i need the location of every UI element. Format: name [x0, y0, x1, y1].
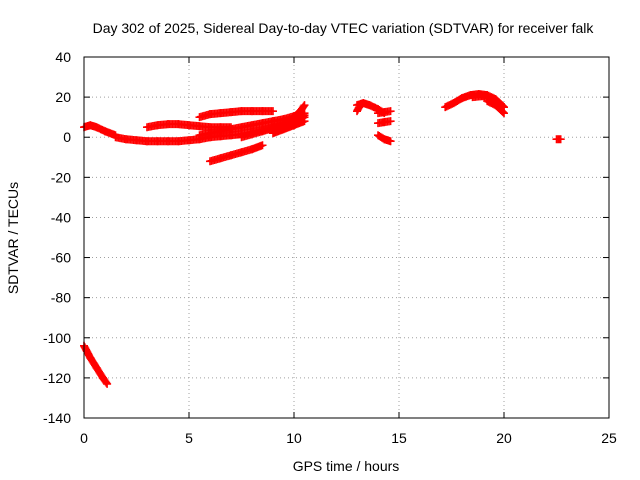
data-point [269, 107, 277, 116]
axes: 40 20 0 -20 -40 -60 -80 -100 -120 -140 0 5 10 15 20 25 [43, 49, 617, 446]
x-tick-label: 0 [80, 430, 88, 446]
y-tick-label: 20 [55, 89, 71, 105]
data-point [500, 109, 508, 118]
y-tick-label: -20 [51, 169, 71, 185]
y-tick-label: -60 [51, 250, 71, 266]
y-tick-label: -80 [51, 290, 71, 306]
data-point [102, 378, 111, 387]
data-series [80, 90, 565, 388]
chart-title: Day 302 of 2025, Sidereal Day-to-day VTE… [93, 20, 595, 36]
series-segment [195, 109, 309, 140]
data-point [556, 135, 565, 144]
series-segment [290, 101, 309, 122]
series-segment [374, 107, 395, 118]
x-tick-label: 10 [286, 430, 302, 446]
series-segment [206, 141, 267, 166]
data-point [386, 137, 395, 146]
grid [84, 57, 609, 418]
y-tick-label: -100 [43, 330, 71, 346]
data-point [299, 102, 308, 111]
y-tick-label: -140 [43, 410, 71, 426]
series-segment [483, 97, 508, 118]
data-point [386, 117, 395, 126]
y-tick-label: 0 [63, 129, 71, 145]
series-segment [552, 135, 565, 144]
x-tick-label: 5 [185, 430, 193, 446]
y-tick-label: -120 [43, 370, 71, 386]
data-point [103, 379, 112, 388]
x-tick-label: 15 [391, 430, 407, 446]
series-segment [374, 117, 395, 128]
data-point [355, 103, 364, 112]
data-point [386, 107, 395, 116]
x-axis-label: GPS time / hours [293, 458, 400, 474]
series-segment [195, 107, 277, 122]
plot-frame [83, 56, 610, 419]
series-segment [269, 117, 309, 138]
data-point [498, 108, 507, 117]
series-segment [374, 131, 395, 146]
y-tick-label: -40 [51, 209, 71, 225]
y-axis-label: SDTVAR / TECUs [5, 182, 21, 294]
series-segment [353, 103, 364, 116]
x-tick-label: 25 [601, 430, 617, 446]
data-point [300, 117, 309, 126]
data-point [258, 141, 267, 150]
data-point [300, 101, 309, 110]
y-tick-label: 40 [55, 49, 71, 65]
series-segment [80, 341, 112, 388]
x-tick-label: 20 [496, 430, 512, 446]
